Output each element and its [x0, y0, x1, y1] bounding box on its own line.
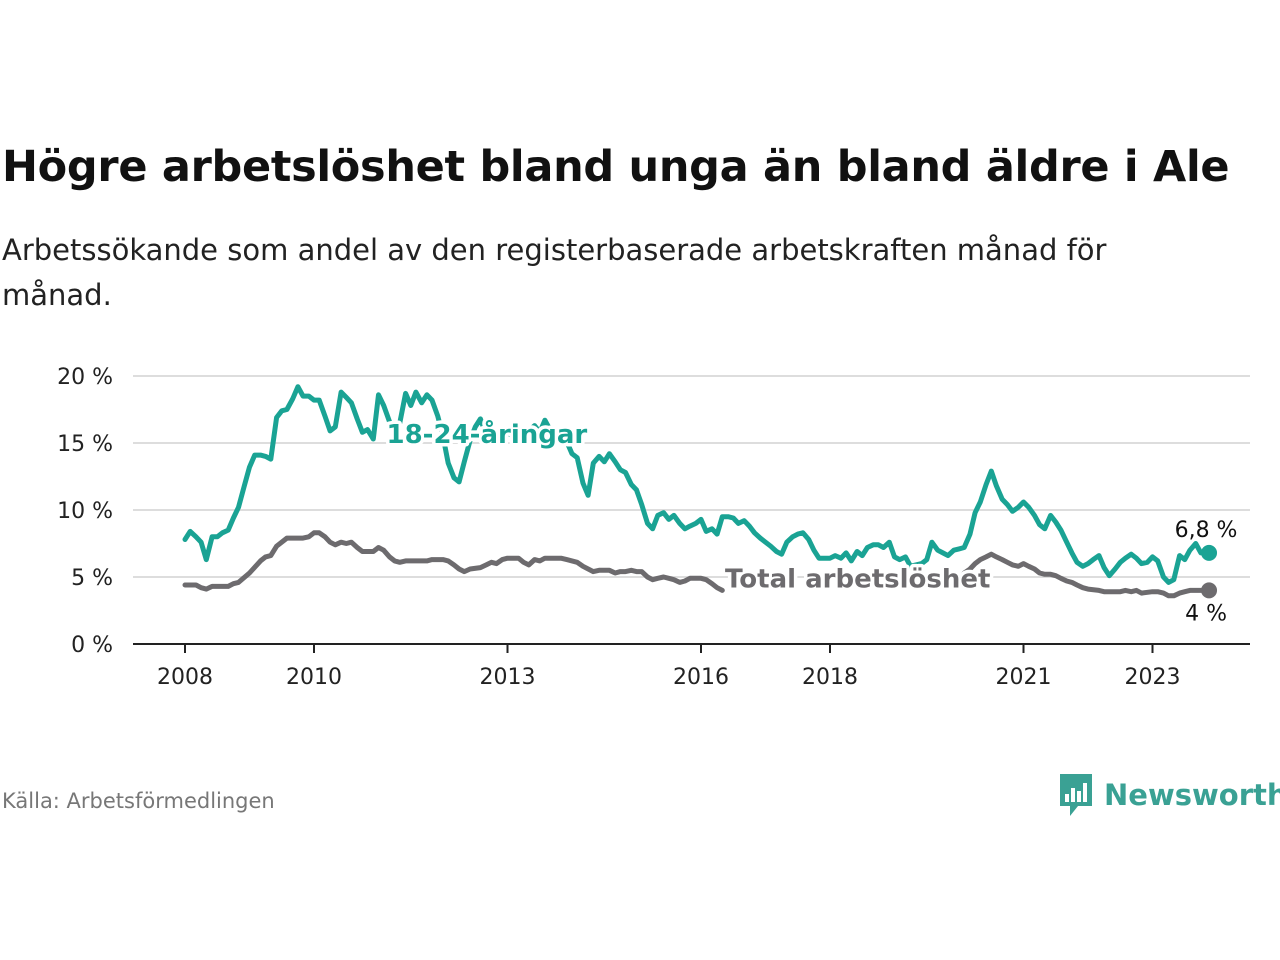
end-value-label-youth: 6,8 %	[1175, 518, 1238, 543]
y-tick-label: 5 %	[71, 566, 113, 591]
x-tick-label: 2013	[480, 665, 536, 690]
end-value-label-total: 4 %	[1185, 601, 1227, 626]
x-tick-label: 2021	[996, 665, 1052, 690]
source-note: Källa: Arbetsförmedlingen	[2, 789, 275, 813]
chart-subtitle: Arbetssökande som andel av den registerb…	[2, 233, 1107, 312]
y-tick-label: 15 %	[57, 432, 113, 457]
chart-title: Högre arbetslöshet bland unga än bland ä…	[2, 142, 1230, 192]
y-tick-label: 0 %	[71, 633, 113, 658]
brand-name: Newsworthy	[1104, 778, 1280, 812]
x-tick-label: 2023	[1125, 665, 1181, 690]
series-line-total	[182, 530, 725, 593]
series-line-total-continued	[956, 551, 1209, 599]
series-line-youth	[182, 384, 1209, 585]
y-tick-label: 10 %	[57, 499, 113, 524]
end-point-total	[1201, 582, 1218, 599]
x-axis-ticks: 2008 2010 2013 2016 2018 2021 2023	[157, 644, 1181, 690]
newsworthy-logo-icon	[1060, 774, 1092, 816]
series-label-halo-total: Total arbetslöshet	[725, 565, 990, 595]
y-tick-label: 20 %	[57, 365, 113, 390]
series-lines	[182, 384, 1218, 599]
line-chart: 0 %5 %10 %15 %20 % 2008 2010 2013 2016 2018 2…	[57, 365, 1250, 690]
end-point-youth	[1201, 544, 1218, 561]
series-label-youth: 18-24-åringar	[387, 418, 588, 450]
x-tick-label: 2008	[157, 665, 213, 690]
y-axis-ticks: 0 % 5 % 10 % 15 % 20 %	[57, 365, 113, 658]
x-tick-label: 2016	[673, 665, 729, 690]
gridlines	[133, 375, 1250, 578]
newsworthy-logo[interactable]: Newsworthy	[1058, 772, 1280, 818]
series-label-halo-youth: 18-24-åringar	[387, 418, 588, 450]
x-tick-label: 2018	[802, 665, 858, 690]
x-tick-label: 2010	[286, 665, 342, 690]
series-label-total: Total arbetslöshet	[725, 565, 990, 595]
